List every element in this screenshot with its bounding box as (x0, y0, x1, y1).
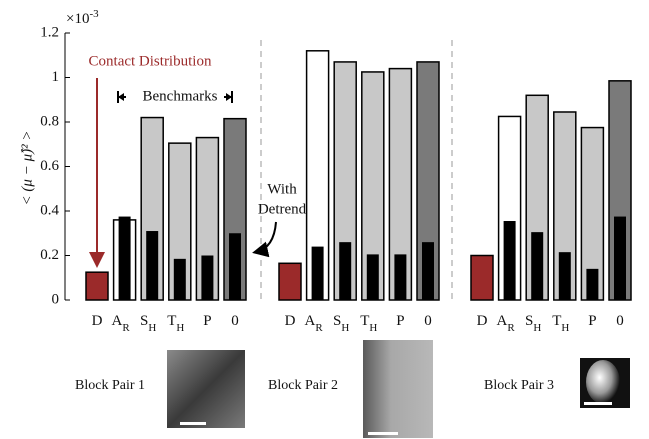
y-tick-label: 1 (52, 69, 60, 85)
detrend-bar (614, 216, 626, 300)
annotation: With (267, 181, 297, 197)
detrend-bar (531, 232, 544, 300)
x-tick-label: P (396, 313, 404, 329)
annotation: Detrend (258, 201, 307, 217)
category-text: P (396, 313, 404, 329)
y-tick-label: 0 (52, 291, 60, 307)
detrend-bar (229, 233, 241, 300)
y-tick-label: 0.4 (40, 202, 59, 218)
y-multiplier: ×10-3 (66, 8, 99, 28)
x-tick-label: TH (360, 313, 377, 333)
x-tick-label: P (588, 313, 596, 329)
y-tick-label: 0.2 (40, 247, 59, 263)
category-sub: H (148, 322, 156, 334)
y-tick-label: 0.6 (40, 158, 59, 174)
category-text: 0 (231, 313, 239, 329)
detrend-bar (339, 242, 352, 300)
x-tick-label: 0 (616, 313, 624, 329)
category-text: S (525, 313, 533, 329)
detrend-bar (366, 254, 379, 300)
category-sub: H (176, 322, 184, 334)
category-sub: H (533, 322, 541, 334)
detrend-bar (173, 258, 186, 300)
category-text: A (497, 313, 508, 329)
x-tick-label: D (477, 313, 488, 329)
y-tick-label: 0.8 (40, 113, 59, 129)
detrend-bar (394, 254, 407, 300)
category-text: P (203, 313, 211, 329)
x-tick-label: SH (525, 313, 541, 333)
category-text: A (112, 313, 123, 329)
category-text: S (333, 313, 341, 329)
x-tick-label: SH (140, 313, 156, 333)
x-tick-label: D (92, 313, 103, 329)
x-tick-label: 0 (424, 313, 432, 329)
y-tick-label: 1.2 (40, 24, 59, 40)
detrend-bar (201, 255, 214, 300)
category-sub: R (122, 322, 130, 334)
x-tick-label: 0 (231, 313, 239, 329)
detrend-bar (422, 242, 434, 300)
category-text: 0 (424, 313, 432, 329)
category-text: T (360, 313, 369, 329)
detrend-bar (311, 246, 324, 300)
x-tick-label: TH (167, 313, 184, 333)
x-tick-label: TH (552, 313, 569, 333)
block-label: Block Pair 1 (75, 378, 145, 393)
category-text: T (552, 313, 561, 329)
category-text: D (285, 313, 296, 329)
detrend-bar (586, 268, 599, 300)
block-label: Block Pair 2 (268, 378, 338, 393)
annotation: Benchmarks (143, 88, 218, 104)
category-sub: R (507, 322, 515, 334)
category-text: A (305, 313, 316, 329)
detrend-bar (558, 252, 571, 300)
category-text: S (140, 313, 148, 329)
category-sub: H (561, 322, 569, 334)
category-text: D (477, 313, 488, 329)
category-text: T (167, 313, 176, 329)
multiplier-base: ×10 (66, 11, 89, 27)
block-label: Block Pair 3 (484, 378, 554, 393)
bar (470, 254, 494, 301)
detrend-bar (118, 216, 131, 300)
bar (278, 262, 302, 301)
category-sub: R (315, 322, 323, 334)
annotation: Contact Distribution (89, 53, 212, 69)
category-text: 0 (616, 313, 624, 329)
x-tick-label: P (203, 313, 211, 329)
category-sub: H (341, 322, 349, 334)
category-sub: H (369, 322, 377, 334)
x-tick-label: AR (112, 313, 131, 333)
x-tick-label: D (285, 313, 296, 329)
bar (85, 271, 109, 301)
detrend-bar (503, 221, 516, 300)
category-text: P (588, 313, 596, 329)
detrend-bar (146, 231, 159, 300)
category-text: D (92, 313, 103, 329)
y-axis-label: < (μ − μ̂)² > (19, 131, 35, 206)
x-tick-label: AR (305, 313, 324, 333)
multiplier-exponent: -3 (89, 8, 99, 20)
x-tick-label: AR (497, 313, 516, 333)
x-tick-label: SH (333, 313, 349, 333)
